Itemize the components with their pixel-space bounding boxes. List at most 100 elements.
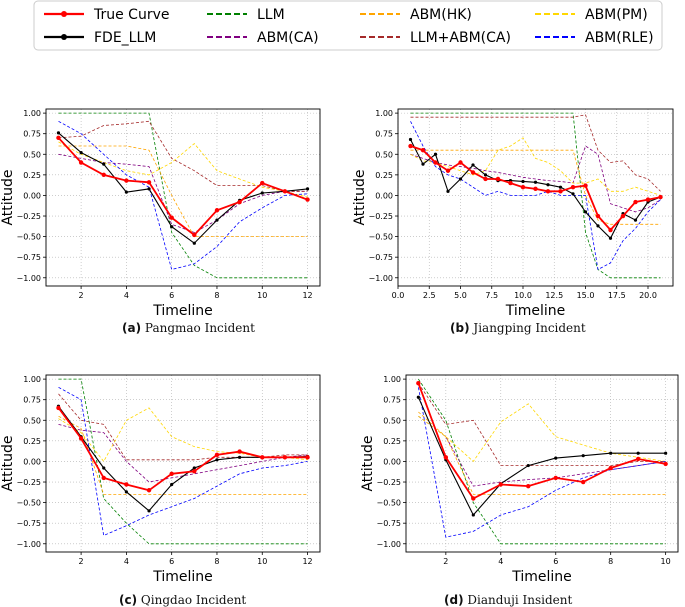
y-tick-label: −1.00	[16, 274, 41, 283]
legend-entry: LLM+ABM(CA)	[360, 30, 511, 46]
y-tick-label: 0.50	[375, 150, 393, 159]
x-tick-label: 20.0	[639, 291, 657, 300]
x-tick-label: 4	[124, 291, 129, 300]
caption-d-text: Dianduji Insident	[467, 593, 573, 607]
series-line	[57, 407, 308, 492]
y-tick-label: −0.25	[376, 478, 401, 487]
data-point	[558, 185, 563, 189]
x-axis-label: Timeline	[511, 569, 572, 585]
data-point	[583, 210, 588, 214]
y-tick-label: 0.25	[383, 437, 401, 446]
plot-frame	[397, 108, 674, 287]
x-tick-label: 15.0	[577, 291, 595, 300]
data-point	[533, 180, 538, 184]
data-point	[101, 172, 106, 178]
caption-b-text: Jiangping Incident	[473, 321, 586, 335]
grid	[406, 375, 678, 552]
y-tick-label: −0.75	[16, 519, 41, 528]
series-llm-abm-ca-	[58, 120, 308, 192]
series-fde-llm	[56, 131, 310, 245]
series-line	[58, 153, 308, 233]
caption-b-tag: (b)	[450, 321, 470, 335]
series-line	[410, 149, 661, 225]
x-axis-label: Timeline	[505, 303, 566, 319]
data-point	[305, 187, 310, 191]
data-point	[533, 186, 538, 192]
legend-entry: ABM(CA)	[207, 30, 319, 46]
y-tick-label: 0.00	[383, 457, 401, 466]
data-point	[147, 509, 151, 513]
caption-c-text: Qingdao Incident	[140, 593, 247, 607]
caption-a: (a) Pangmao Incident	[122, 321, 255, 335]
y-tick-label: −0.25	[368, 212, 393, 221]
series-llm-abm-ca-	[410, 114, 661, 192]
x-tick-label: 10	[257, 291, 267, 300]
legend-label: ABM(CA)	[257, 30, 319, 46]
y-tick-label: 0.50	[383, 416, 401, 425]
data-point	[633, 218, 638, 222]
data-point	[520, 185, 526, 190]
series-abm-rle-	[418, 387, 666, 538]
data-point	[498, 482, 503, 487]
data-point	[237, 449, 242, 454]
series-line	[58, 407, 308, 463]
series-abm-pm-	[418, 403, 666, 463]
y-tick-label: 0.00	[23, 191, 41, 200]
data-point	[147, 187, 151, 191]
legend-label: LLM	[257, 7, 285, 23]
series-line	[58, 145, 308, 238]
data-point	[596, 224, 600, 228]
series-abm-rle-	[58, 120, 308, 270]
data-point	[458, 177, 463, 181]
data-point	[658, 194, 663, 200]
x-tick-label: 8	[214, 291, 219, 300]
y-axis-label: Attitude	[360, 435, 376, 491]
data-point	[471, 496, 476, 501]
series-line	[58, 112, 308, 279]
y-tick-label: 0.25	[23, 171, 41, 180]
series-line	[410, 137, 661, 196]
y-tick-label: 0.50	[23, 150, 41, 159]
data-point	[260, 180, 265, 186]
data-point	[636, 451, 640, 455]
x-tick-label: 4	[498, 557, 503, 566]
series-line	[58, 120, 308, 192]
series-abm-rle-	[58, 386, 308, 537]
legend-entry: ABM(PM)	[535, 7, 648, 23]
data-point	[416, 381, 421, 386]
y-tick-label: 0.75	[383, 396, 401, 405]
series-llm-abm-ca-	[58, 393, 308, 461]
data-point	[443, 455, 449, 460]
x-tick-label: 10.0	[514, 291, 532, 300]
data-point	[238, 455, 242, 459]
data-point	[282, 455, 288, 460]
series-line	[58, 405, 308, 512]
x-tick-label: 8	[608, 557, 613, 566]
caption-a-text: Pangmao Incident	[144, 321, 255, 335]
legend-label: True Curve	[93, 7, 170, 23]
series-line	[58, 141, 308, 198]
data-point	[170, 482, 174, 487]
x-tick-label: 6	[169, 291, 174, 300]
legend-entry: ABM(HK)	[360, 7, 472, 23]
caption-d-tag: (d)	[444, 593, 464, 607]
data-point	[56, 405, 61, 411]
series-abm-hk-	[418, 411, 666, 495]
data-point	[146, 488, 152, 493]
x-tick-label: 8	[214, 557, 219, 566]
data-point	[260, 191, 264, 195]
series-llm	[58, 112, 308, 279]
series-abm-hk-	[58, 145, 308, 238]
series-abm-pm-	[58, 141, 308, 198]
series-true-curve	[416, 381, 668, 501]
data-point	[581, 454, 585, 458]
data-point	[483, 173, 488, 177]
y-tick-label: −0.50	[368, 233, 393, 242]
x-tick-label: 6	[553, 557, 558, 566]
data-point	[169, 215, 174, 220]
series-line	[418, 387, 666, 538]
data-point	[408, 143, 413, 149]
series-line	[58, 393, 308, 461]
y-tick-label: −0.50	[16, 233, 41, 242]
